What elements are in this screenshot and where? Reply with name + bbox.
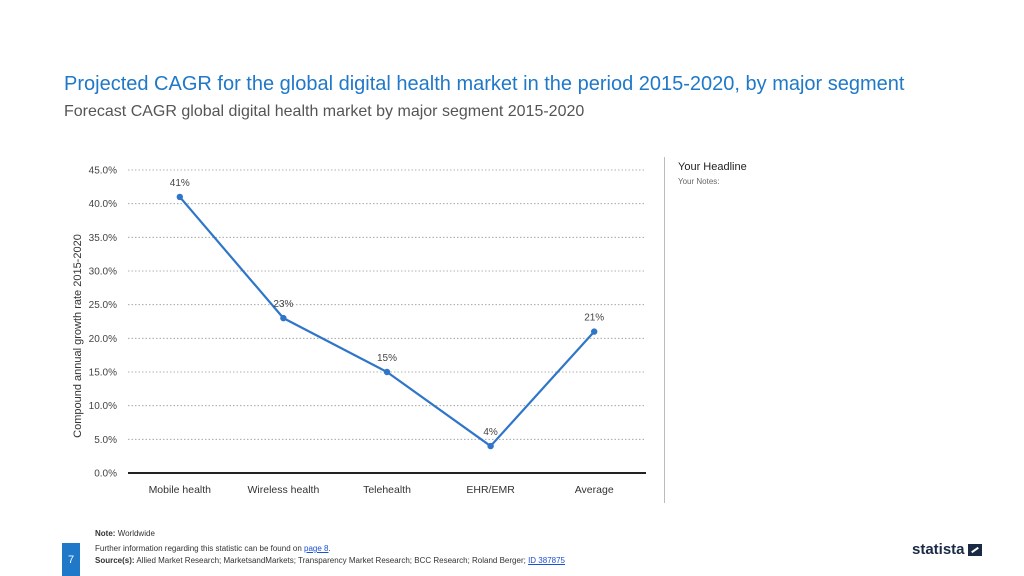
y-tick-label: 0.0% [94, 469, 117, 480]
data-label: 41% [170, 178, 190, 189]
logo-text: statista [912, 541, 965, 558]
y-tick-label: 30.0% [89, 267, 117, 278]
footer-sources: Source(s): Allied Market Research; Marke… [95, 555, 565, 567]
data-label: 4% [483, 427, 498, 438]
data-label: 21% [584, 313, 604, 324]
footer: Note: Worldwide Further information rega… [95, 528, 565, 567]
sources-label: Source(s): [95, 556, 135, 565]
chart-subtitle: Forecast CAGR global digital health mark… [64, 103, 585, 120]
further-info-text: Further information regarding this stati… [95, 544, 302, 553]
note-text: Worldwide [117, 529, 155, 538]
y-tick-label: 45.0% [89, 166, 117, 177]
y-axis-label: Compound annual growth rate 2015-2020 [72, 234, 84, 438]
page-link[interactable]: page 8 [304, 544, 329, 553]
side-panel-divider [664, 157, 665, 503]
data-point[interactable] [280, 314, 287, 322]
y-tick-label: 15.0% [89, 368, 117, 379]
y-tick-label: 25.0% [89, 300, 117, 311]
statista-logo: statista [912, 541, 982, 558]
x-tick-label: Wireless health [248, 484, 320, 496]
y-tick-label: 20.0% [89, 334, 117, 345]
chart-title: Projected CAGR for the global digital he… [64, 73, 905, 95]
y-tick-label: 10.0% [89, 401, 117, 412]
x-tick-label: EHR/EMR [466, 484, 515, 496]
x-tick-label: Telehealth [363, 484, 411, 496]
note-label: Note: [95, 529, 116, 538]
footer-further-info: Further information regarding this stati… [95, 544, 331, 553]
footer-note: Note: Worldwide [95, 528, 565, 540]
id-link[interactable]: ID 387875 [528, 556, 565, 565]
x-tick-label: Mobile health [149, 484, 212, 496]
x-tick-label: Average [575, 484, 614, 496]
side-notes: Your Notes: [678, 177, 720, 186]
line-chart: 0.0% 5.0% 10.0% 15.0% 20.0% 25.0% 30.0% 35.0% 40… [72, 166, 646, 496]
data-label: 15% [377, 353, 397, 364]
logo-mark-icon [967, 543, 982, 556]
sources-text: Allied Market Research; MarketsandMarket… [136, 556, 526, 565]
y-tick-label: 35.0% [89, 233, 117, 244]
y-tick-label: 5.0% [94, 435, 117, 446]
y-tick-label: 40.0% [89, 199, 117, 210]
series-line [178, 196, 596, 448]
data-label: 23% [273, 299, 293, 310]
data-point[interactable] [383, 368, 391, 376]
data-point[interactable] [176, 193, 183, 201]
page-number-badge: 7 [62, 543, 80, 576]
data-point[interactable] [487, 442, 494, 450]
data-point[interactable] [591, 328, 598, 335]
side-headline: Your Headline [678, 161, 747, 173]
